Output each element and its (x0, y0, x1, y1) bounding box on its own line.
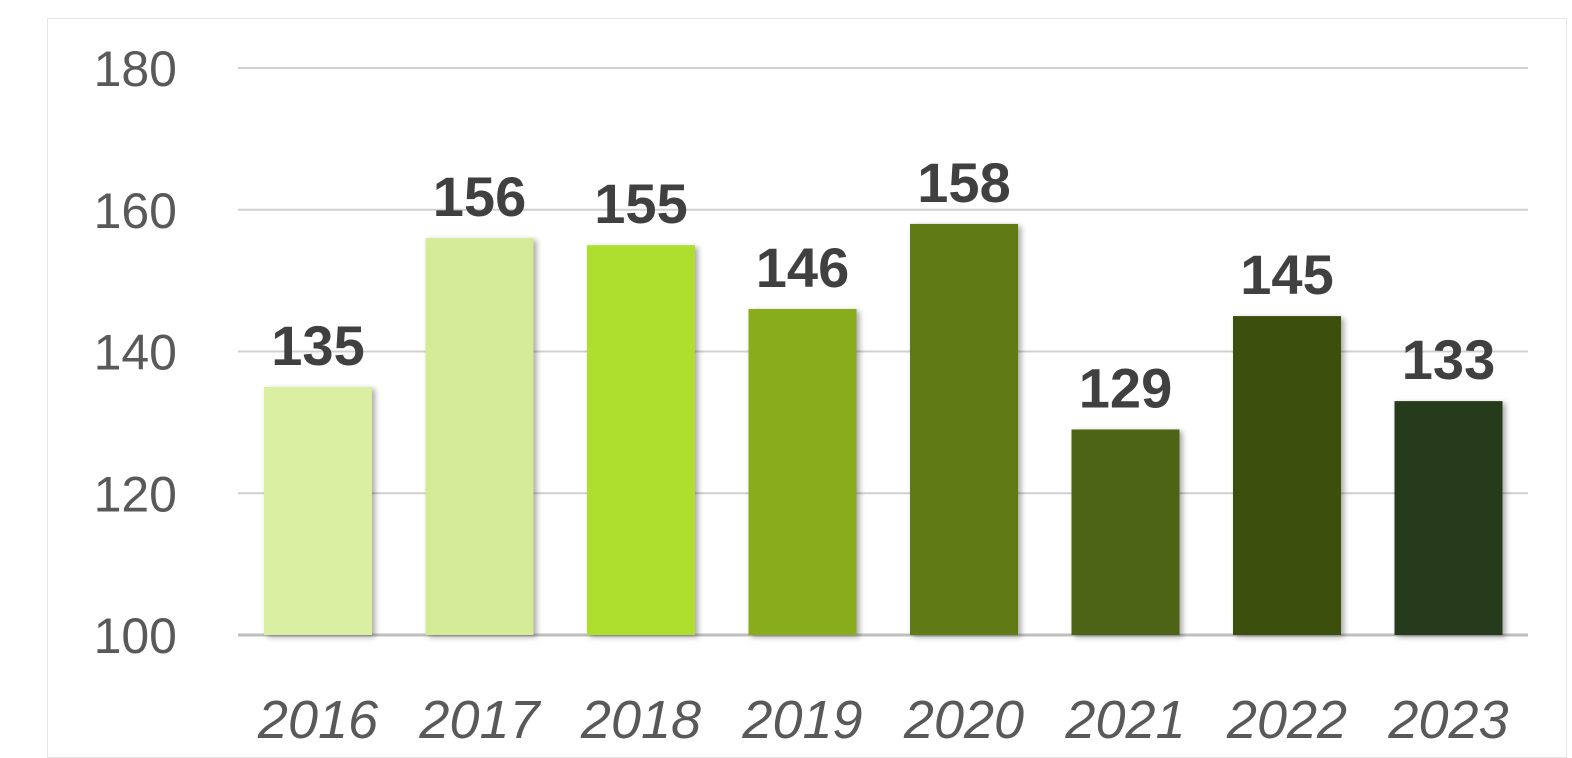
y-tick-label: 140 (94, 325, 177, 381)
data-label-2022: 145 (1240, 243, 1333, 306)
x-tick-label-2022: 2022 (1226, 690, 1347, 742)
bar-2019 (748, 308, 857, 635)
x-tick-label-2023: 2023 (1387, 690, 1508, 742)
bar-2022 (1233, 316, 1341, 635)
bar-chart: 100 120 140 160 180 135 156 155 146 158 129 145 133… (94, 41, 1528, 742)
bar-2020 (910, 223, 1018, 636)
bar-2023 (1394, 401, 1503, 635)
bar-2018 (587, 245, 695, 635)
data-label-2016: 135 (271, 314, 364, 377)
x-tick-label-2019: 2019 (741, 690, 862, 742)
data-label-2019: 146 (756, 236, 849, 299)
x-tick-label-2016: 2016 (257, 690, 379, 742)
y-tick-label: 120 (94, 466, 177, 522)
x-tick-label-2021: 2021 (1064, 690, 1185, 742)
x-axis: 2016 2017 2018 2019 2020 2021 2022 2023 (257, 690, 1509, 742)
x-tick-label-2018: 2018 (580, 690, 701, 742)
bar-2016 (264, 386, 372, 635)
data-label-2021: 129 (1079, 356, 1172, 419)
y-axis: 100 120 140 160 180 (94, 41, 177, 664)
data-labels: 135 156 155 146 158 129 145 133 (271, 151, 1495, 420)
data-label-2023: 133 (1402, 328, 1495, 391)
data-label-2020: 158 (917, 151, 1010, 214)
data-label-2018: 155 (594, 172, 687, 235)
data-label-2017: 156 (433, 165, 526, 228)
x-tick-label-2020: 2020 (903, 690, 1024, 742)
bars (264, 223, 1503, 636)
x-tick-label-2017: 2017 (418, 690, 541, 742)
y-tick-label: 100 (94, 608, 177, 664)
bar-2017 (425, 238, 534, 635)
y-tick-label: 160 (94, 183, 177, 239)
y-tick-label: 180 (94, 41, 177, 97)
bar-2021 (1071, 429, 1180, 635)
